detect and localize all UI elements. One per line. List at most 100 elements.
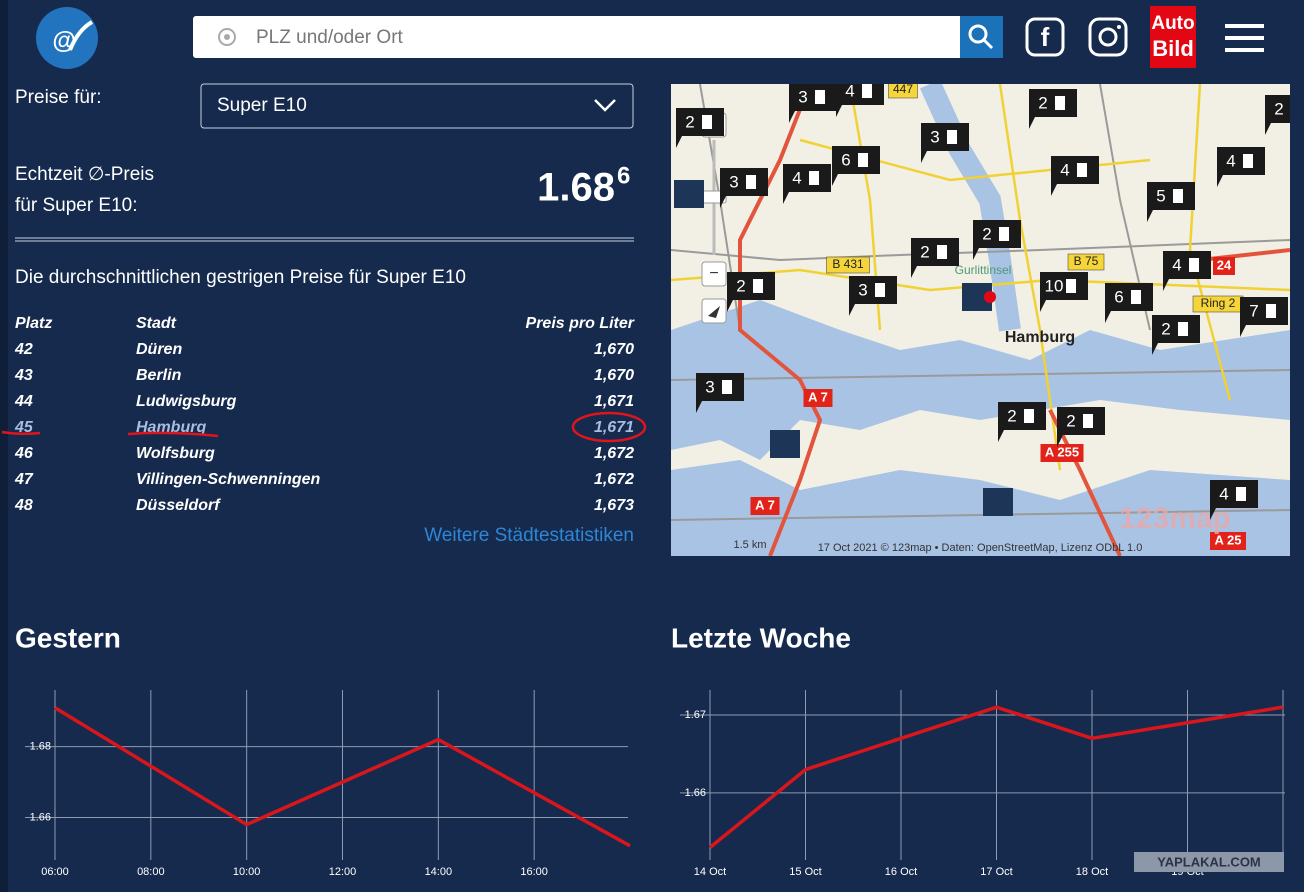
map-label: A 7 — [808, 389, 828, 404]
map-label: 24 — [1217, 257, 1232, 272]
pump-icon — [1083, 414, 1093, 428]
col-header: Preis pro Liter — [526, 315, 635, 332]
map-marker[interactable]: 4 — [1217, 147, 1265, 187]
map-marker[interactable]: 2 — [1152, 315, 1200, 355]
brand-bottom: Bild — [1152, 36, 1194, 61]
map-marker[interactable]: 3 — [849, 276, 897, 316]
map-marker[interactable]: 2 — [1029, 89, 1077, 129]
map-marker[interactable]: 2 — [1057, 407, 1105, 447]
map-marker[interactable]: 2 — [676, 108, 724, 148]
map-marker[interactable]: 3 — [696, 373, 744, 413]
map-marker[interactable]: 6 — [1105, 283, 1153, 323]
marker-count: 2 — [982, 224, 991, 243]
marker-count: 5 — [1156, 186, 1165, 205]
rank: 42 — [14, 341, 33, 358]
city: Düsseldorf — [136, 497, 221, 514]
map-marker[interactable]: 3 — [789, 83, 837, 123]
marker-count: 4 — [1226, 151, 1235, 170]
pump-icon — [862, 84, 872, 98]
map-marker[interactable]: 2 — [998, 402, 1046, 442]
map-marker[interactable]: 7 — [1240, 297, 1288, 337]
instagram-icon[interactable] — [1088, 17, 1128, 57]
locate-icon[interactable] — [218, 28, 236, 46]
price: 1,671 — [594, 419, 634, 436]
map-marker[interactable]: 2 — [727, 272, 775, 312]
col-header: Platz — [15, 315, 52, 332]
road-shield — [750, 497, 780, 515]
price: 1,670 — [594, 367, 634, 384]
map-label: A 255 — [1045, 444, 1079, 459]
map-label: B 75 — [1074, 254, 1099, 268]
x-tick-label: 17 Oct — [980, 866, 1012, 878]
stats-link[interactable]: Weitere Städtestatistiken — [424, 525, 634, 546]
map-marker[interactable]: 10 — [1040, 272, 1088, 312]
y-tick-label: 1.67 — [685, 709, 706, 721]
map-marker[interactable]: 2 — [1265, 95, 1304, 135]
brand-logo[interactable] — [1150, 6, 1196, 68]
marker-box — [1265, 95, 1290, 135]
road-shield — [1067, 253, 1105, 271]
x-tick-label: 16:00 — [520, 866, 548, 878]
rank: 46 — [14, 445, 33, 462]
map-marker[interactable]: 4 — [836, 77, 884, 117]
marker-count: 7 — [1249, 301, 1258, 320]
map-marker[interactable]: 4 — [1210, 480, 1258, 520]
marker-count: 6 — [1114, 287, 1123, 306]
price: 1.68 — [537, 166, 615, 210]
map-label: B 431 — [832, 257, 864, 271]
x-tick-label: 12:00 — [329, 866, 357, 878]
map-marker[interactable]: 3 — [720, 168, 768, 208]
watermark-box — [1134, 852, 1284, 872]
marker-count: 4 — [792, 168, 801, 187]
pump-icon — [1236, 487, 1246, 501]
marker-count: 2 — [1007, 406, 1016, 425]
marker-count: 3 — [798, 87, 807, 106]
fuel-select[interactable] — [200, 83, 634, 129]
facebook-icon[interactable]: f — [1025, 17, 1065, 57]
rank: 45 — [14, 419, 34, 436]
marker-count: 2 — [1066, 411, 1075, 430]
search-placeholder: PLZ und/oder Ort — [256, 27, 404, 48]
pump-icon — [947, 130, 957, 144]
city: Wolfsburg — [136, 445, 215, 462]
search-box[interactable] — [193, 16, 1003, 58]
empty-markers[interactable] — [674, 180, 1013, 516]
map-marker[interactable]: 2 — [911, 238, 959, 278]
map-marker[interactable]: 5 — [1147, 182, 1195, 222]
marker-count: 2 — [1274, 99, 1283, 118]
marker-count: 3 — [858, 280, 867, 299]
road-shield — [888, 84, 918, 99]
marker-count: 2 — [685, 112, 694, 131]
chart-title: Gestern — [15, 622, 121, 653]
map-label: 1.5 km — [733, 539, 766, 551]
pump-icon — [875, 283, 885, 297]
chart-title: Letzte Woche — [671, 622, 851, 653]
menu-icon[interactable] — [1225, 24, 1264, 52]
map-marker[interactable]: 3 — [921, 123, 969, 163]
pump-icon — [753, 279, 763, 293]
map-label: Hamburg — [1005, 329, 1075, 346]
map-label: Gurlittinsel — [955, 263, 1012, 277]
annotation — [1, 411, 647, 443]
city: Ludwigsburg — [136, 393, 237, 410]
svg-text:f: f — [1041, 22, 1050, 52]
map-marker[interactable]: 4 — [783, 164, 831, 204]
y-tick-label: 1.68 — [30, 741, 51, 753]
x-tick-label: 18 Oct — [1076, 866, 1108, 878]
map-marker[interactable]: 2 — [973, 220, 1021, 260]
road-shield — [826, 256, 870, 274]
watermark: YAPLAKAL.COM — [1157, 854, 1261, 869]
map-marker[interactable]: 4 — [1163, 251, 1211, 291]
search-button[interactable] — [960, 16, 1003, 58]
price: 1,672 — [594, 471, 634, 488]
map-marker[interactable]: 4 — [1051, 156, 1099, 196]
map-label: A 7 — [755, 497, 775, 512]
road-shield — [803, 389, 833, 407]
logo[interactable]: @ — [36, 7, 98, 69]
brand-top: Auto — [1151, 13, 1194, 34]
prices-label: Preise für: — [15, 87, 102, 108]
map-marker[interactable]: 6 — [832, 146, 880, 186]
marker-count: 4 — [1172, 255, 1181, 274]
